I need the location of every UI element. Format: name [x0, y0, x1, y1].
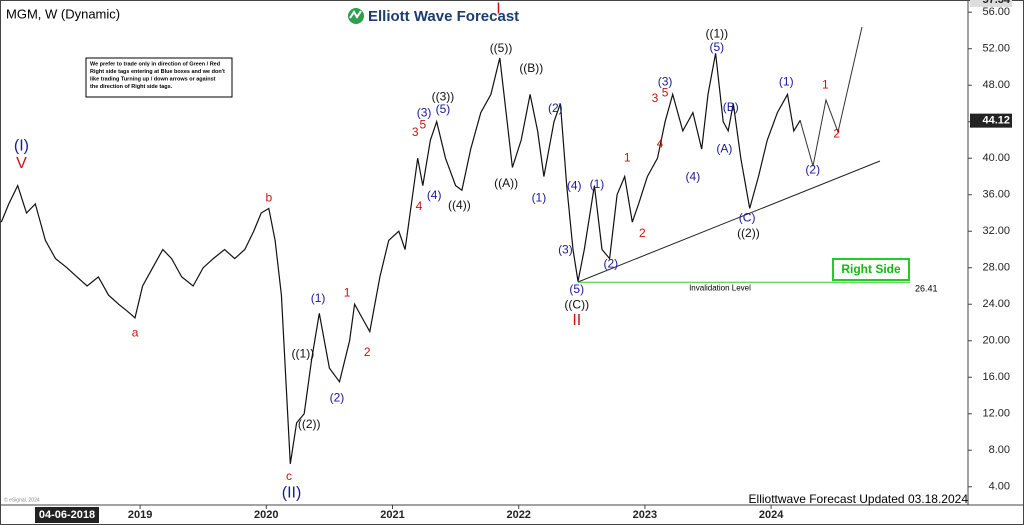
last-price: 44.12: [982, 115, 1010, 127]
y-tick-label: 24.00: [982, 298, 1010, 310]
wave-label: (5): [436, 102, 451, 116]
y-tick-label: 32.00: [982, 225, 1010, 237]
wave-label: (5): [569, 282, 584, 296]
wave-label: c: [286, 469, 292, 483]
wave-label: ((B)): [519, 61, 543, 75]
y-tick-label: 36.00: [982, 189, 1010, 201]
wave-label: ((5)): [490, 41, 513, 55]
wave-label: 2: [833, 127, 840, 141]
wave-label: ((1)): [292, 347, 315, 361]
wave-label: (1): [532, 191, 547, 205]
wave-label: (4): [567, 179, 582, 193]
wave-label: 4: [416, 199, 423, 213]
y-tick-label: 20.00: [982, 335, 1010, 347]
x-tick-label: 2021: [380, 509, 404, 521]
high-price: 57.34: [982, 0, 1010, 6]
wave-label: (3): [417, 106, 432, 120]
projection-path: [799, 26, 863, 167]
wave-label: (4): [686, 170, 701, 184]
wave-label: 1: [344, 285, 351, 299]
wave-label: ((C)): [564, 297, 589, 311]
wave-label: ((3)): [432, 89, 455, 103]
y-tick-label: 16.00: [982, 371, 1010, 383]
invalidation-text: Invalidation Level: [689, 283, 751, 292]
copyright: © eSignal, 2024: [4, 496, 40, 503]
wave-label: (1): [311, 291, 326, 305]
wave-label: (I): [14, 138, 29, 155]
y-tick-label: 48.00: [982, 79, 1010, 91]
wave-label: (B): [723, 100, 739, 114]
x-tick-label: 2020: [254, 509, 278, 521]
y-tick-label: 8.00: [989, 444, 1010, 456]
wave-label: ((1)): [706, 26, 729, 40]
wave-label: ((2)): [737, 226, 760, 240]
x-tick-label: 2019: [128, 509, 152, 521]
wave-label: 3: [412, 125, 419, 139]
wave-label: 2: [364, 345, 371, 359]
last-price-box: [970, 113, 1012, 128]
wave-label: (2): [805, 162, 820, 176]
wave-label: b: [265, 191, 272, 205]
wave-label: (5): [710, 40, 725, 54]
wave-label: (4): [427, 188, 442, 202]
note-line: the direction of Right side tags.: [90, 84, 173, 90]
wave-label: 2: [639, 226, 646, 240]
y-tick-label: 4.00: [989, 481, 1010, 493]
y-tick-label: 52.00: [982, 43, 1010, 55]
wave-label: (3): [658, 75, 673, 89]
high-price-box: [970, 0, 1012, 7]
wave-label: ((A)): [494, 176, 518, 190]
footer: Elliottwave Forecast Updated 03.18.2024: [749, 492, 969, 506]
chart-title: MGM, W (Dynamic): [6, 6, 120, 21]
note-line: We prefer to trade only in direction of …: [90, 61, 220, 67]
wave-label: (C): [739, 211, 756, 225]
wave-label: 4: [657, 137, 664, 151]
wave-label: a: [132, 326, 139, 340]
wave-label: (3): [558, 243, 573, 257]
x-tick-label: 2023: [633, 509, 657, 521]
wave-label: (2): [604, 256, 619, 270]
y-tick-label: 28.00: [982, 262, 1010, 274]
cursor-date-box: [35, 507, 99, 523]
invalidation-value: 26.41: [915, 284, 938, 294]
wave-label: (1): [779, 75, 794, 89]
logo-wave: [349, 10, 362, 19]
note-line: Right side tags entering at Blue boxes a…: [90, 69, 225, 75]
wave-label: II: [572, 312, 581, 329]
wave-label: 5: [419, 118, 426, 132]
wave-label: (2): [548, 101, 563, 115]
y-tick-label: 40.00: [982, 152, 1010, 164]
brand: Elliott Wave Forecast: [368, 8, 519, 25]
wave-label: ((4)): [448, 198, 471, 212]
wave-label: V: [16, 155, 27, 172]
wave-label: 1: [822, 77, 829, 91]
wave-label: 1: [624, 150, 631, 164]
wave-label: 3: [652, 91, 659, 105]
wave-label: (II): [282, 484, 302, 501]
right-side-tag: Right Side: [841, 262, 901, 276]
wave-label: 5: [662, 86, 669, 100]
wave-label: (A): [716, 141, 732, 155]
wave-label: I: [496, 1, 500, 18]
y-tick-label: 12.00: [982, 408, 1010, 420]
trend-line: [577, 160, 881, 283]
wave-label: (2): [330, 390, 345, 404]
y-tick-label: 56.00: [982, 6, 1010, 18]
price-line: [0, 53, 801, 464]
note-line: like trading Turning up / down arrows or…: [90, 76, 216, 82]
x-tick-label: 2024: [759, 509, 784, 521]
x-tick-label: 2022: [506, 509, 530, 521]
right-side-tag-box: [832, 258, 910, 281]
cursor-date: 04-06-2018: [39, 509, 95, 521]
wave-label: ((2)): [298, 417, 321, 431]
wave-label: (1): [590, 177, 605, 191]
note-box: [85, 57, 233, 98]
